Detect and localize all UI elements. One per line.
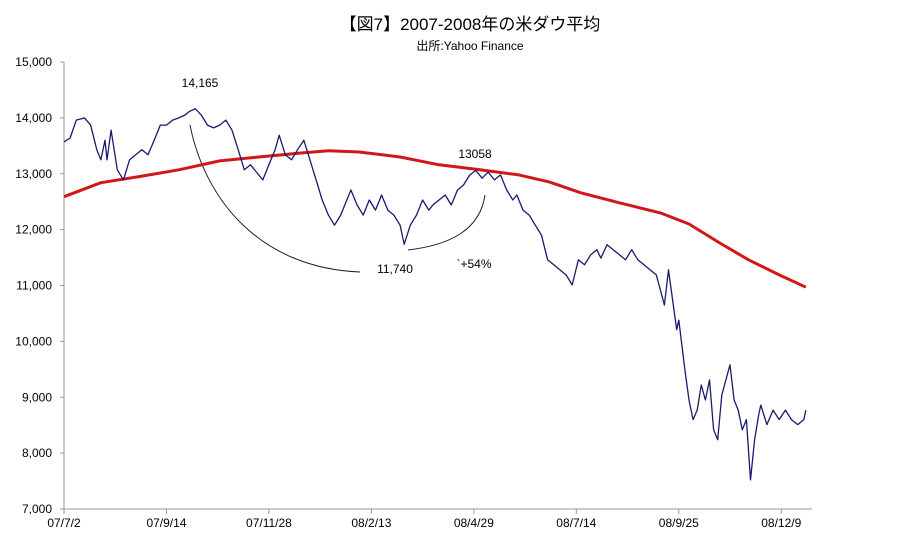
x-tick-label: 08/12/9	[761, 516, 801, 530]
y-tick-label: 12,000	[15, 223, 52, 237]
x-tick-label: 07/7/2	[47, 516, 81, 530]
y-tick-label: 9,000	[22, 390, 52, 404]
annotation-peak: 14,165	[182, 76, 219, 90]
dow-price-line	[63, 108, 807, 481]
y-tick-label: 14,000	[15, 111, 52, 125]
annotation-rebound-high: 13058	[458, 147, 492, 161]
annotation-percent: `+54%	[456, 257, 491, 271]
x-tick-label: 07/9/14	[146, 516, 186, 530]
y-tick-label: 10,000	[15, 334, 52, 348]
annotation-low: 11,740	[377, 262, 413, 276]
y-tick-label: 15,000	[15, 55, 52, 69]
x-tick-label: 08/4/29	[454, 516, 494, 530]
x-tick-label: 08/2/13	[351, 516, 391, 530]
x-tick-label: 07/11/28	[246, 516, 292, 530]
x-tick-label: 08/7/14	[556, 516, 596, 530]
annotation-arc-decline	[189, 124, 361, 273]
axes: 15,000 14,000 13,000 12,000 11,000 10,000 9,00…	[15, 55, 812, 530]
x-tick-label: 08/9/25	[659, 516, 699, 530]
annotation-arc-rebound	[407, 194, 486, 251]
chart-title: 【図7】2007-2008年の米ダウ平均	[340, 15, 601, 34]
y-tick-label: 8,000	[22, 446, 52, 460]
y-tick-label: 11,000	[16, 279, 52, 293]
series-group	[63, 108, 807, 481]
moving-average-line	[63, 149, 807, 289]
y-tick-label: 7,000	[22, 502, 52, 516]
chart-subtitle: 出所:Yahoo Finance	[416, 39, 523, 53]
y-tick-label: 13,000	[15, 167, 52, 181]
